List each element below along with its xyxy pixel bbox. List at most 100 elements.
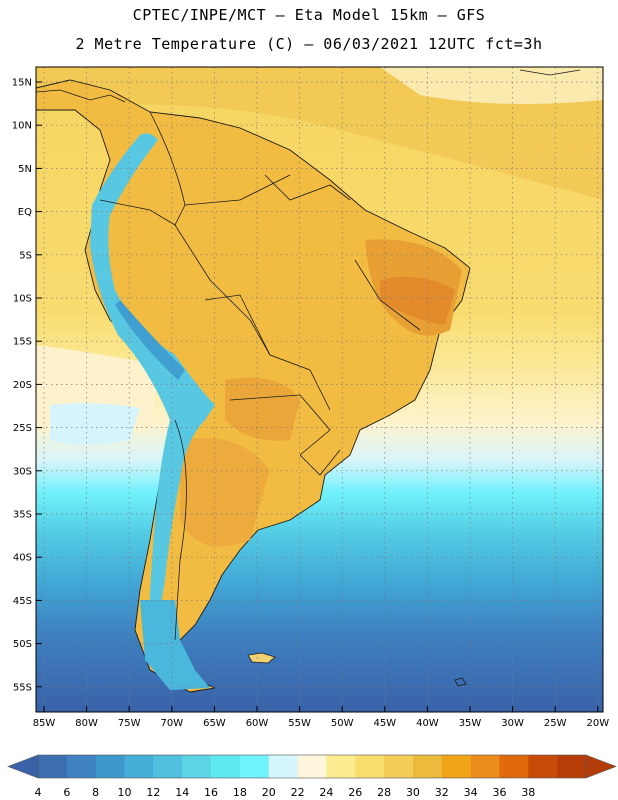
lon-label: 55W — [288, 718, 311, 729]
border-bolivia-brazil — [249, 319, 331, 411]
colorbar-swatch — [268, 755, 298, 778]
border-paraguay — [229, 394, 331, 456]
colorbar-swatch — [66, 755, 96, 778]
colorbar-label: 26 — [348, 786, 362, 799]
lon-label: 60W — [246, 718, 269, 729]
colorbar-swatch — [470, 755, 500, 778]
colorbar-swatch — [326, 755, 356, 778]
colorbar-label: 32 — [435, 786, 449, 799]
lat-label: 50S — [13, 639, 32, 650]
caribbean-islands — [519, 69, 581, 76]
border-uruguay — [299, 449, 341, 476]
colorbar-label: 36 — [492, 786, 506, 799]
lon-label: 75W — [118, 718, 141, 729]
hot-core-northeast — [380, 276, 455, 325]
lon-label: 45W — [373, 718, 396, 729]
border-chile-argentina — [174, 419, 187, 641]
colorbar-swatch — [412, 755, 443, 778]
map-subtitle: 2 Metre Temperature (C) – 06/03/2021 12U… — [75, 35, 543, 53]
colorbar-label: 18 — [233, 786, 247, 799]
lon-label: 65W — [203, 718, 226, 729]
axis-ticks — [36, 81, 599, 712]
lat-label: 30S — [13, 466, 32, 477]
colorbar-label: 14 — [175, 786, 189, 799]
lon-label: 50W — [331, 718, 354, 729]
colorbar-swatch — [528, 755, 558, 778]
colorbar-swatch — [95, 755, 125, 778]
colorbar-swatch — [211, 755, 241, 778]
lat-label: 20S — [13, 380, 32, 391]
colorbar-swatch — [153, 755, 183, 778]
hot-region-argentina — [180, 438, 270, 547]
latitude-labels: 15N 10N 5N EQ 5S 10S 15S 20S 25S 30S 35S 40S 45S 50S 5… — [12, 78, 32, 694]
colorbar-frame — [37, 754, 587, 779]
lat-label: 35S — [13, 510, 32, 521]
border-colombia-venezuela — [149, 111, 291, 206]
lat-label: 10N — [12, 121, 32, 132]
colorbar-swatch — [384, 755, 414, 778]
lon-label: 35W — [459, 718, 482, 729]
country-borders — [99, 111, 421, 641]
lon-label: 40W — [416, 718, 439, 729]
colorbar-label: 34 — [464, 786, 478, 799]
colorbar-swatch — [38, 755, 68, 778]
lon-label: 20W — [586, 718, 609, 729]
falkland-islands — [247, 652, 276, 664]
colorbar-label: 6 — [63, 786, 70, 799]
lon-label: 80W — [75, 718, 98, 729]
lon-label: 30W — [501, 718, 524, 729]
colorbar-swatch — [297, 755, 327, 778]
colorbar-label: 38 — [521, 786, 535, 799]
color-scale-bar — [7, 754, 617, 779]
brazil-state-lines — [354, 259, 421, 331]
lat-label: 40S — [13, 553, 32, 564]
lat-label: 10S — [13, 294, 32, 305]
colorbar-label: 20 — [262, 786, 276, 799]
colorbar-label: 8 — [92, 786, 99, 799]
hot-region-chaco — [225, 377, 300, 441]
colorbar-swatch — [557, 755, 587, 778]
colorbar-label: 10 — [118, 786, 132, 799]
colorbar-label: 12 — [146, 786, 160, 799]
colorbar-swatch — [499, 755, 529, 778]
cold-patch-west — [50, 403, 140, 445]
colorbar-label: 30 — [406, 786, 420, 799]
lon-label: 70W — [160, 718, 183, 729]
lat-label: 55S — [13, 682, 32, 693]
lon-label: 85W — [33, 718, 56, 729]
lat-label: 15S — [13, 337, 32, 348]
colorbar-label: 28 — [377, 786, 391, 799]
lat-label: EQ — [18, 207, 32, 218]
colorbar-swatch — [355, 755, 385, 778]
colorbar-label: 16 — [204, 786, 218, 799]
border-peru-brazil — [174, 204, 251, 321]
lat-label: 45S — [13, 596, 32, 607]
colorbar-swatch — [441, 755, 471, 778]
map-title: CPTEC/INPE/MCT – Eta Model 15km – GFS — [132, 6, 486, 24]
andes-cold-strip — [90, 133, 215, 641]
plot-frame — [35, 66, 604, 713]
border-ecuador — [99, 199, 176, 226]
central-america-coast — [36, 89, 126, 103]
colorbar-label: 22 — [291, 786, 305, 799]
colorbar-label: 4 — [35, 786, 42, 799]
border-guianas — [264, 174, 351, 201]
lat-label: 25S — [13, 423, 32, 434]
andes-coldest-core — [115, 300, 185, 380]
south-georgia — [454, 677, 467, 687]
lat-label: 15N — [12, 78, 32, 89]
patagonia-cold — [140, 600, 210, 690]
lon-label: 25W — [544, 718, 567, 729]
colorbar-high-arrow — [585, 754, 617, 779]
colorbar-swatch — [124, 755, 154, 778]
colorbar-label: 24 — [319, 786, 333, 799]
colorbar-swatch — [239, 755, 270, 778]
lat-label: 5N — [18, 164, 32, 175]
cool-patch-north — [380, 67, 603, 104]
colorbar-low-arrow — [7, 754, 39, 779]
colorbar-swatch — [182, 755, 212, 778]
color-scale-labels: 4 6 8 10 12 14 16 18 20 22 24 26 28 30 32 34 36 38 — [35, 786, 536, 799]
longitude-labels: 85W 80W 75W 70W 65W 60W 55W 50W 45W 40W 35W 30W 25W 2… — [33, 718, 610, 729]
temperature-field — [36, 67, 603, 712]
